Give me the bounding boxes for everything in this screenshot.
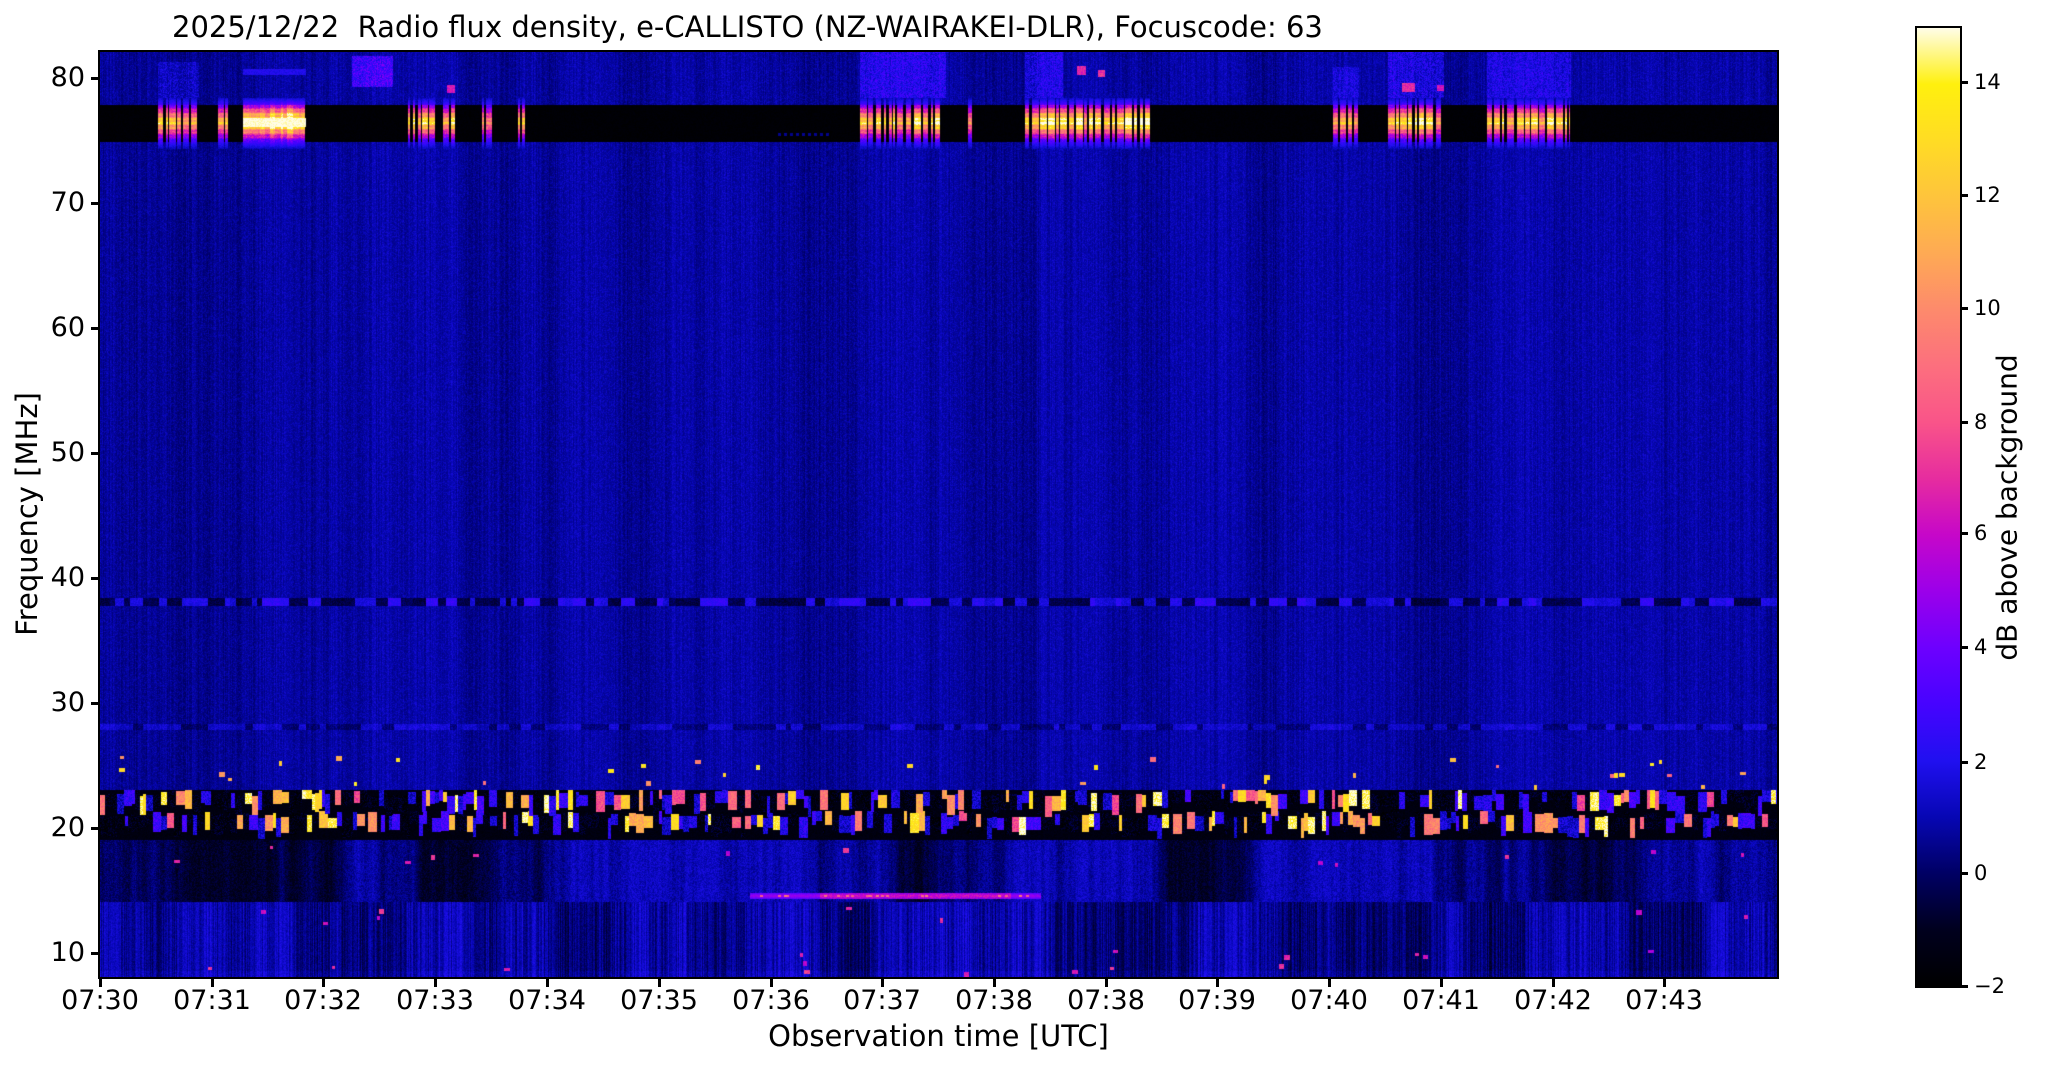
x-tick-label: 07:31 bbox=[173, 985, 251, 1016]
colorbar-tick-label: 6 bbox=[1974, 521, 1988, 545]
x-tick-label: 07:40 bbox=[1290, 985, 1368, 1016]
x-axis-label: Observation time [UTC] bbox=[768, 1019, 1109, 1053]
y-tick-label: 60 bbox=[50, 312, 85, 343]
colorbar-tick-mark bbox=[1960, 194, 1968, 197]
y-tick-mark bbox=[91, 577, 100, 580]
x-tick-mark bbox=[546, 977, 549, 987]
colorbar-tick-label: −2 bbox=[1974, 974, 2005, 998]
x-tick-mark bbox=[1328, 977, 1331, 987]
x-tick-mark bbox=[322, 977, 325, 987]
colorbar-label: dB above background bbox=[1990, 354, 2024, 661]
y-tick-label: 10 bbox=[50, 937, 85, 968]
x-tick-label: 07:34 bbox=[508, 985, 586, 1016]
x-tick-mark bbox=[658, 977, 661, 987]
y-tick-mark bbox=[91, 827, 100, 830]
x-tick-label: 07:35 bbox=[620, 985, 698, 1016]
x-tick-mark bbox=[1440, 977, 1443, 987]
x-tick-mark bbox=[881, 977, 884, 987]
colorbar-gradient bbox=[1917, 28, 1960, 986]
x-tick-label: 07:42 bbox=[1514, 985, 1592, 1016]
y-tick-mark bbox=[91, 702, 100, 705]
x-tick-label: 07:39 bbox=[1178, 985, 1256, 1016]
colorbar-tick-label: 12 bbox=[1974, 183, 2001, 207]
x-tick-label: 07:43 bbox=[1625, 985, 1703, 1016]
x-tick-mark bbox=[770, 977, 773, 987]
x-tick-label: 07:41 bbox=[1402, 985, 1480, 1016]
colorbar-tick-label: 2 bbox=[1974, 750, 1988, 774]
x-tick-label: 07:33 bbox=[396, 985, 474, 1016]
colorbar-tick-label: 4 bbox=[1974, 635, 1988, 659]
x-tick-label: 07:38 bbox=[955, 985, 1033, 1016]
colorbar-tick-label: 8 bbox=[1974, 410, 1988, 434]
y-tick-mark bbox=[91, 77, 100, 80]
colorbar-tick-label: 0 bbox=[1974, 861, 1988, 885]
y-tick-label: 30 bbox=[50, 687, 85, 718]
x-tick-mark bbox=[1105, 977, 1108, 987]
y-tick-label: 20 bbox=[50, 812, 85, 843]
x-tick-label: 07:32 bbox=[284, 985, 362, 1016]
colorbar-tick-mark bbox=[1960, 307, 1968, 310]
x-tick-label: 07:37 bbox=[843, 985, 921, 1016]
x-tick-mark bbox=[1216, 977, 1219, 987]
plot-title: 2025/12/22 Radio flux density, e-CALLIST… bbox=[172, 10, 1323, 44]
colorbar-tick-mark bbox=[1960, 985, 1968, 988]
colorbar-tick-mark bbox=[1960, 532, 1968, 535]
x-tick-label: 07:38 bbox=[1067, 985, 1145, 1016]
colorbar-tick-mark bbox=[1960, 421, 1968, 424]
x-tick-mark bbox=[211, 977, 214, 987]
x-tick-mark bbox=[1663, 977, 1666, 987]
colorbar-tick-mark bbox=[1960, 646, 1968, 649]
x-tick-mark bbox=[434, 977, 437, 987]
colorbar bbox=[1915, 26, 1962, 988]
y-axis-label: Frequency [MHz] bbox=[10, 392, 44, 636]
x-tick-label: 07:36 bbox=[732, 985, 810, 1016]
y-tick-mark bbox=[91, 202, 100, 205]
x-tick-label: 07:30 bbox=[61, 985, 139, 1016]
y-tick-label: 40 bbox=[50, 562, 85, 593]
colorbar-tick-mark bbox=[1960, 872, 1968, 875]
y-tick-mark bbox=[91, 327, 100, 330]
x-tick-mark bbox=[1552, 977, 1555, 987]
y-tick-label: 50 bbox=[50, 437, 85, 468]
y-tick-mark bbox=[91, 952, 100, 955]
x-tick-mark bbox=[993, 977, 996, 987]
y-tick-label: 70 bbox=[50, 187, 85, 218]
colorbar-tick-label: 14 bbox=[1974, 70, 2001, 94]
colorbar-tick-mark bbox=[1960, 761, 1968, 764]
colorbar-tick-label: 10 bbox=[1974, 296, 2001, 320]
x-tick-mark bbox=[99, 977, 102, 987]
y-tick-label: 80 bbox=[50, 62, 85, 93]
colorbar-tick-mark bbox=[1960, 81, 1968, 84]
plot-area bbox=[98, 50, 1779, 979]
y-tick-mark bbox=[91, 452, 100, 455]
spectrogram-canvas bbox=[100, 52, 1777, 977]
